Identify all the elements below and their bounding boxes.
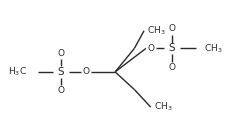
Text: CH$_3$: CH$_3$ bbox=[204, 42, 222, 55]
Text: S: S bbox=[169, 43, 175, 53]
Text: O: O bbox=[168, 24, 175, 33]
Text: O: O bbox=[83, 67, 90, 76]
Text: O: O bbox=[168, 63, 175, 72]
Text: O: O bbox=[58, 86, 65, 95]
Text: CH$_3$: CH$_3$ bbox=[147, 25, 165, 37]
Text: CH$_3$: CH$_3$ bbox=[154, 101, 172, 113]
Text: O: O bbox=[147, 44, 154, 53]
Text: O: O bbox=[58, 49, 65, 58]
Text: S: S bbox=[58, 67, 64, 77]
Text: H$_3$C: H$_3$C bbox=[7, 66, 27, 78]
